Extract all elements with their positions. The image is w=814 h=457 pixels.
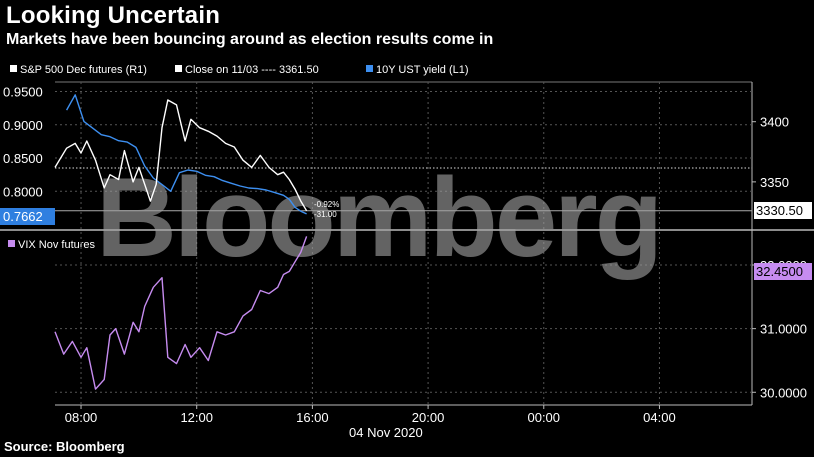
tick-labels: 08:00 12:00 16:00 20:00 00:00 04:00 0.9500 0.90… — [3, 85, 807, 425]
legend-yield: 10Y UST yield (L1) — [376, 64, 469, 76]
x-tick-label: 20:00 — [412, 410, 445, 425]
sp500-last-badge — [754, 202, 812, 219]
chart-title: Looking Uncertain — [6, 2, 221, 29]
yield-series-line — [65, 94, 307, 215]
legend-swatch-vix — [8, 240, 15, 247]
x-tick-label: 00:00 — [527, 410, 560, 425]
yield-last-value: 0.7662 — [3, 209, 43, 224]
y-left-tick-label: 0.8000 — [3, 184, 43, 199]
bloomberg-watermark: Bloomberg — [96, 155, 660, 280]
y-right-tick-label: 3400 — [760, 115, 789, 130]
x-tick-label: 12:00 — [180, 410, 213, 425]
legend-vix: VIX Nov futures — [18, 239, 96, 251]
chart-subtitle: Markets have been bouncing around as ele… — [6, 31, 494, 48]
x-tick-label: 04:00 — [643, 410, 676, 425]
x-date-label: 04 Nov 2020 — [349, 425, 423, 440]
sp500-series-line — [54, 99, 308, 212]
y-vix-tick-label: 31.0000 — [760, 322, 807, 337]
legend-swatch-close — [175, 65, 182, 72]
annotation-change: -31.00 — [314, 210, 337, 219]
data-series — [54, 94, 308, 390]
legend: S&P 500 Dec futures (R1) Close on 11/03 … — [8, 64, 469, 251]
x-tick-label: 16:00 — [296, 410, 329, 425]
legend-sp500: S&P 500 Dec futures (R1) — [20, 64, 147, 76]
vix-series-line — [54, 236, 308, 390]
x-tick-label: 08:00 — [65, 410, 98, 425]
y-left-tick-label: 0.8500 — [3, 151, 43, 166]
annotation-pct: -0.92% — [314, 200, 339, 209]
yield-last-badge — [0, 208, 55, 225]
vix-last-badge — [754, 263, 812, 280]
vix-last-value: 32.4500 — [756, 264, 803, 279]
legend-swatch-yield — [366, 65, 373, 72]
y-right-tick-label: 3350 — [760, 175, 789, 190]
y-left-tick-label: 0.9500 — [3, 85, 43, 100]
legend-swatch-sp500 — [10, 65, 17, 72]
y-left-tick-label: 0.9000 — [3, 118, 43, 133]
legend-close: Close on 11/03 ---- 3361.50 — [185, 64, 319, 76]
sp500-last-value: 3330.50 — [756, 203, 803, 218]
y-vix-tick-label: 30.0000 — [760, 385, 807, 400]
source-note: Source: Bloomberg — [4, 439, 125, 454]
